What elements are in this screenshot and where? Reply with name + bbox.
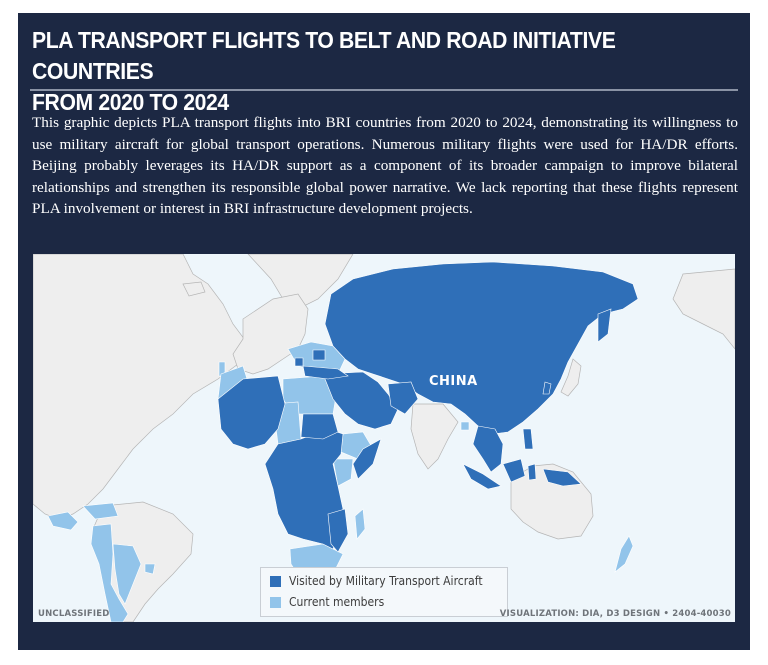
member-new-zealand: [614, 535, 634, 573]
visited-borneo: [502, 458, 526, 483]
description-text: This graphic depicts PLA transport fligh…: [32, 114, 738, 217]
western-europe: [232, 293, 309, 375]
credit-label: VISUALIZATION: DIA, D3 DESIGN • 2404-400…: [499, 609, 731, 619]
alaska: [672, 268, 735, 350]
visited-somalia: [352, 438, 382, 480]
visited-swatch-icon: [270, 575, 281, 587]
member-central-america: [47, 511, 79, 531]
map-legend: Visited by Military Transport Aircraft C…: [260, 567, 508, 617]
world-map: CHINA Visited by Military Transport Airc…: [33, 254, 735, 622]
title-line-2: FROM 2020 TO 2024: [32, 89, 229, 115]
visited-sudan: [300, 413, 339, 440]
infographic-panel: PLA TRANSPORT FLIGHTS TO BELT AND ROAD I…: [18, 13, 750, 650]
member-argentina: [112, 543, 142, 605]
japan: [560, 358, 582, 397]
north-america: [33, 254, 249, 520]
legend-label-members: Current members: [289, 595, 385, 609]
visited-pakistan: [387, 381, 419, 415]
visited-madagascar: [354, 508, 366, 540]
visited-west-africa: [217, 375, 286, 450]
visited-eurasia: [324, 261, 639, 435]
title-divider: [30, 89, 738, 91]
china-label: CHINA: [429, 374, 478, 389]
member-west-south-america: [90, 523, 129, 622]
member-swatch-icon: [270, 596, 281, 608]
title-line-1: PLA TRANSPORT FLIGHTS TO BELT AND ROAD I…: [32, 27, 616, 84]
visited-mozambique: [327, 508, 349, 553]
visited-middle-east: [322, 371, 399, 430]
visited-belarus: [312, 349, 326, 361]
map-graphic: [33, 254, 735, 622]
visited-turkey: [302, 365, 349, 380]
visited-png: [542, 468, 582, 487]
iceland: [182, 281, 206, 297]
member-venezuela: [82, 502, 119, 520]
legend-label-visited: Visited by Military Transport Aircraft: [289, 574, 483, 588]
greenland: [247, 254, 354, 310]
classification-label: UNCLASSIFIED: [38, 609, 110, 619]
visited-philippines: [522, 428, 534, 450]
legend-item-members: Current members: [270, 595, 395, 609]
visited-indonesia-1: [462, 463, 502, 490]
page-title: PLA TRANSPORT FLIGHTS TO BELT AND ROAD I…: [32, 25, 740, 118]
visited-serbia-hungary: [294, 357, 304, 367]
visited-kamchatka: [597, 308, 612, 343]
member-kenya-tanzania: [332, 458, 354, 487]
member-bangladesh: [460, 421, 470, 431]
india: [410, 403, 459, 470]
visited-sulawesi: [527, 463, 537, 481]
legend-item-visited: Visited by Military Transport Aircraft: [270, 574, 504, 588]
visited-korea: [542, 381, 552, 395]
member-uruguay: [144, 563, 156, 575]
visited-mainland-se-asia: [472, 425, 504, 473]
